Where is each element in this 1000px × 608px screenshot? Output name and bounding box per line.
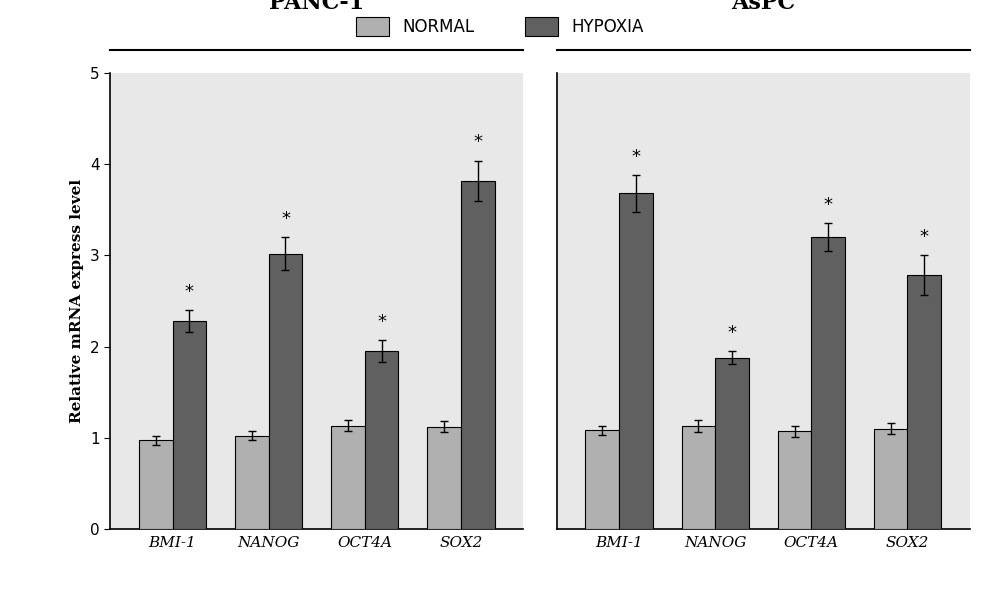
Bar (585, 430, 619, 529)
Text: *: * (631, 148, 640, 166)
Y-axis label: Relative mRNA express level: Relative mRNA express level (70, 179, 84, 423)
Bar (427, 427, 461, 529)
Text: *: * (728, 324, 737, 342)
Bar (461, 181, 495, 529)
Bar (907, 275, 941, 529)
Bar (874, 429, 908, 529)
Bar (715, 358, 749, 529)
Text: *: * (473, 133, 482, 151)
Text: *: * (920, 228, 929, 246)
Legend: NORMAL, HYPOXIA: NORMAL, HYPOXIA (348, 9, 652, 44)
Bar (811, 237, 845, 529)
Bar (619, 193, 653, 529)
Text: *: * (377, 313, 386, 331)
Bar (331, 426, 365, 529)
Text: *: * (185, 283, 194, 301)
Bar (365, 351, 398, 529)
Bar (682, 426, 715, 529)
Text: PANC-1: PANC-1 (269, 0, 364, 14)
Text: *: * (824, 196, 833, 215)
Bar (139, 440, 173, 529)
Bar (269, 254, 302, 529)
Text: AsPC: AsPC (731, 0, 795, 14)
Text: *: * (281, 210, 290, 228)
Bar (778, 432, 811, 529)
Bar (173, 321, 206, 529)
Bar (235, 436, 269, 529)
